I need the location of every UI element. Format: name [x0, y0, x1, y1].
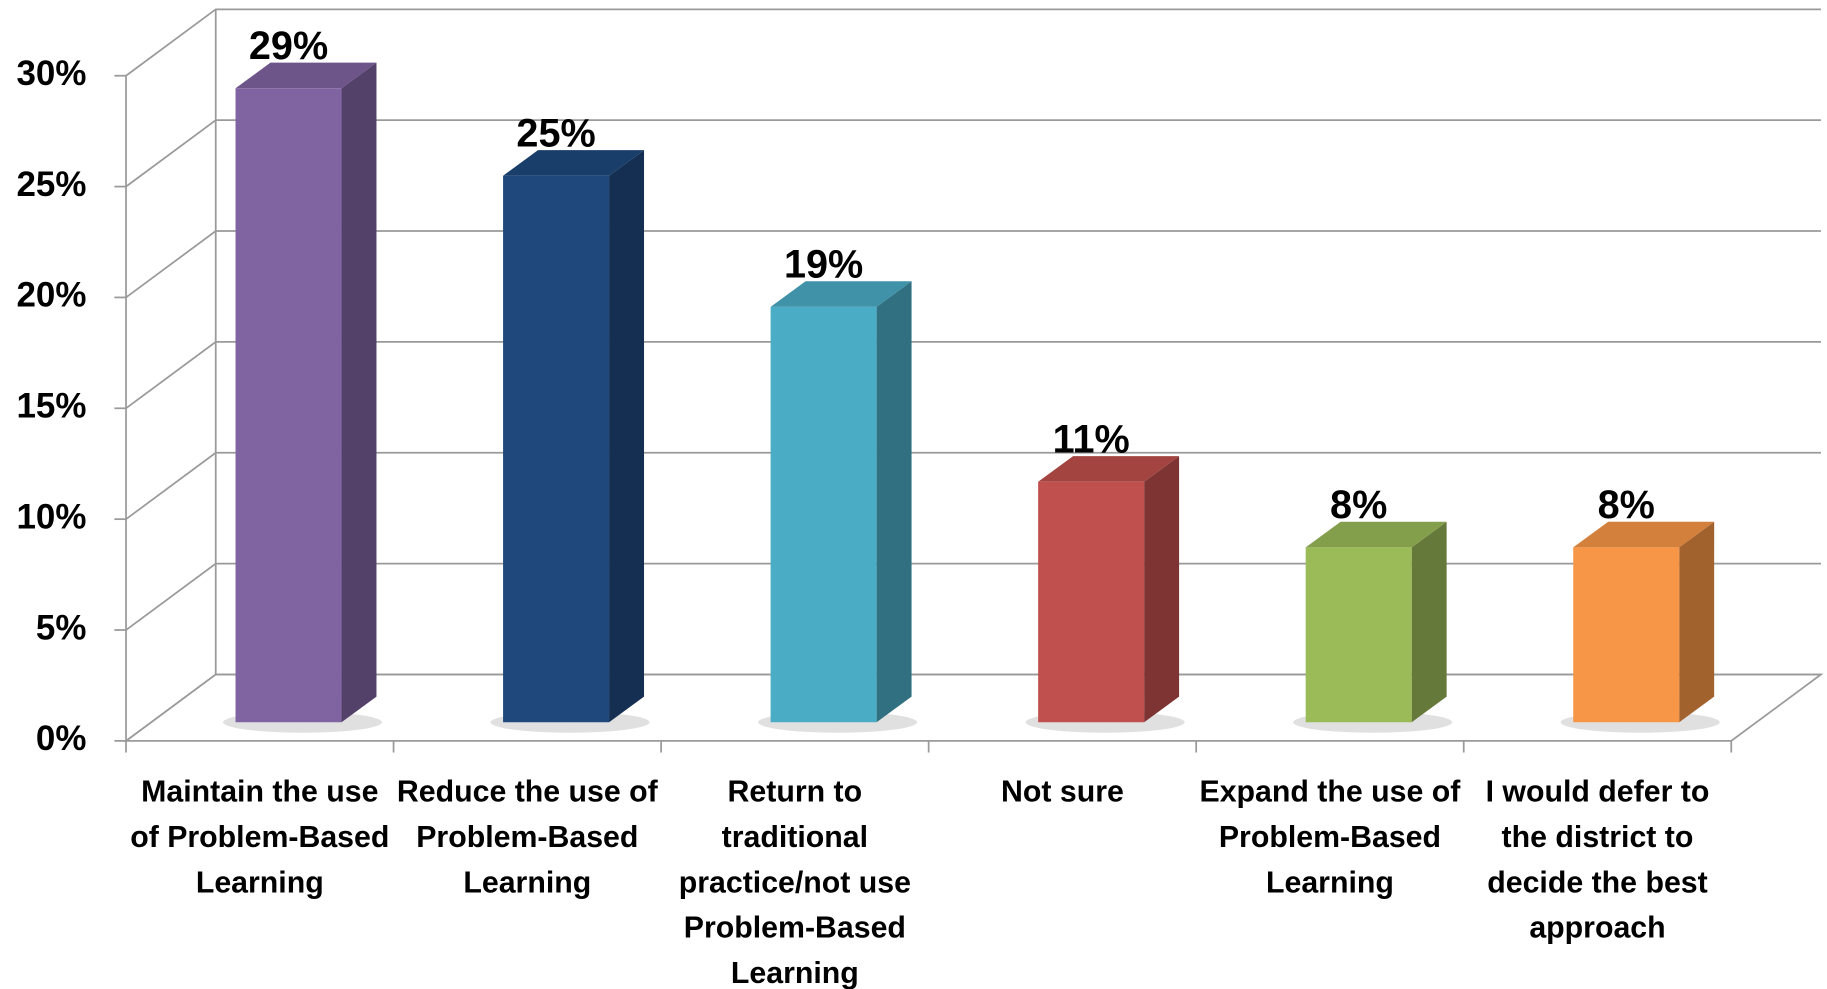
bar-top: [1305, 521, 1447, 548]
y-tick-label: 0%: [36, 719, 86, 758]
bar-side: [1144, 456, 1180, 723]
bar: [1305, 547, 1412, 723]
bar-top: [770, 281, 912, 307]
x-tick-label: Reduce the use of Problem-Based Learning: [396, 773, 658, 900]
bar-top: [235, 62, 377, 89]
bar-top: [1573, 521, 1715, 548]
value-label: 19%: [784, 243, 863, 287]
x-label-box: Maintain the use of Problem-Based Learni…: [130, 773, 390, 900]
value-label: 8%: [1330, 483, 1387, 527]
bar: [1573, 547, 1680, 723]
grid-line: [125, 230, 1821, 299]
y-tick-label: 15%: [16, 387, 86, 426]
y-tick-label: 5%: [36, 608, 86, 647]
bar: [503, 175, 610, 723]
x-tick-label: Return to traditional practice/not use P…: [678, 773, 912, 989]
grid-line: [125, 451, 1821, 520]
grid-line: [125, 562, 1821, 631]
x-label-box: Not sure: [1000, 773, 1124, 809]
bar: [235, 88, 342, 723]
bar-side: [1679, 521, 1715, 723]
x-label-box: Reduce the use of Problem-Based Learning: [396, 773, 658, 900]
x-label-box: Expand the use of Problem-Based Learning: [1199, 773, 1461, 900]
y-tick-label: 25%: [16, 165, 86, 204]
x-label-box: Return to traditional practice/not use P…: [678, 773, 912, 989]
y-tick-label: 20%: [16, 276, 86, 315]
x-tick-label: Not sure: [1000, 773, 1124, 809]
value-label: 29%: [249, 24, 328, 68]
bar-side: [876, 281, 912, 723]
x-tick-label: Maintain the use of Problem-Based Learni…: [130, 773, 390, 900]
grid-line: [125, 341, 1821, 409]
bar: [1038, 481, 1145, 723]
floor: [123, 673, 1824, 742]
bar-top: [503, 150, 645, 176]
x-label-box: I would defer to the district to decide …: [1485, 773, 1710, 945]
bar-side: [1411, 521, 1447, 723]
value-label: 25%: [516, 112, 595, 156]
y-tick-label: 10%: [16, 497, 86, 536]
x-tick-label: I would defer to the district to decide …: [1485, 773, 1710, 945]
value-label: 11%: [1053, 418, 1130, 462]
x-tick-label: Expand the use of Problem-Based Learning: [1199, 773, 1461, 900]
bar: [770, 306, 877, 723]
bar-top: [1038, 456, 1180, 482]
grid-line: [125, 119, 1821, 188]
bar-side: [341, 62, 377, 723]
value-label: 8%: [1598, 483, 1655, 527]
bar-side: [609, 150, 645, 723]
grid-line: [125, 8, 1821, 77]
y-tick-label: 30%: [16, 54, 86, 93]
